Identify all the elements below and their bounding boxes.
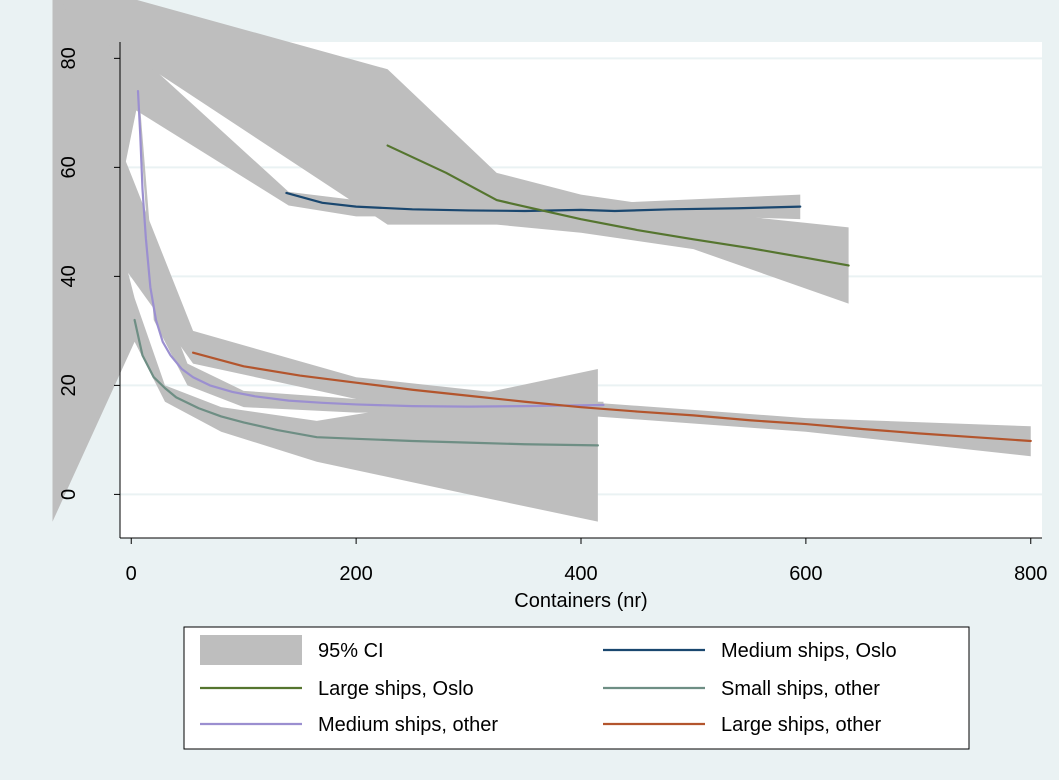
y-tick-label: 60 (58, 156, 80, 178)
legend-item-medium-ships-oslo: Medium ships, Oslo (603, 640, 897, 662)
y-tick-label: 20 (58, 374, 80, 396)
y-tick-label: 40 (58, 265, 80, 287)
legend-box (183, 626, 970, 750)
legend-label: Large ships, other (721, 714, 881, 736)
series-line-small-ships-other (133, 318, 599, 447)
y-tick-label: 80 (58, 47, 80, 69)
x-tick-label: 200 (339, 563, 372, 585)
ci-band-medium-ships-other (52, 0, 604, 522)
x-tick-label: 600 (789, 563, 822, 585)
legend-item-95-ci: 95% CI (200, 635, 384, 665)
x-ticks: 0 200 400 600 800 (126, 538, 1047, 585)
ci-band-medium-ships-oslo (52, 0, 801, 220)
x-tick-label: 0 (126, 563, 137, 585)
ci-bands (52, 0, 1031, 522)
x-tick-label: 800 (1014, 563, 1047, 585)
series-lines (133, 89, 1032, 447)
series-line-medium-ships-oslo (285, 191, 802, 213)
series-line-medium-ships-other (136, 89, 605, 408)
x-tick-label: 400 (564, 563, 597, 585)
legend-swatch (200, 635, 302, 665)
legend-label: Large ships, Oslo (318, 678, 474, 700)
series-line-large-ships-other (191, 351, 1032, 443)
legend-item-medium-ships-other: Medium ships, other (200, 714, 498, 736)
legend-label: 95% CI (318, 640, 384, 662)
legend: 95% CI Medium ships, Oslo Large ships, Osl… (183, 626, 970, 750)
legend-label: Small ships, other (721, 678, 880, 700)
series-line-large-ships-oslo (386, 144, 850, 267)
x-axis-title: Containers (nr) (514, 590, 647, 612)
legend-label: Medium ships, other (318, 714, 498, 736)
legend-item-large-ships-oslo: Large ships, Oslo (200, 678, 474, 700)
y-ticks: 0 20 40 60 80 (58, 47, 120, 500)
legend-item-large-ships-other: Large ships, other (603, 714, 881, 736)
ci-band-small-ships-other (52, 0, 598, 522)
legend-label: Medium ships, Oslo (721, 640, 897, 662)
legend-item-small-ships-other: Small ships, other (603, 678, 880, 700)
ci-band-large-ships-oslo (52, 0, 849, 304)
y-tick-label: 0 (58, 489, 80, 500)
